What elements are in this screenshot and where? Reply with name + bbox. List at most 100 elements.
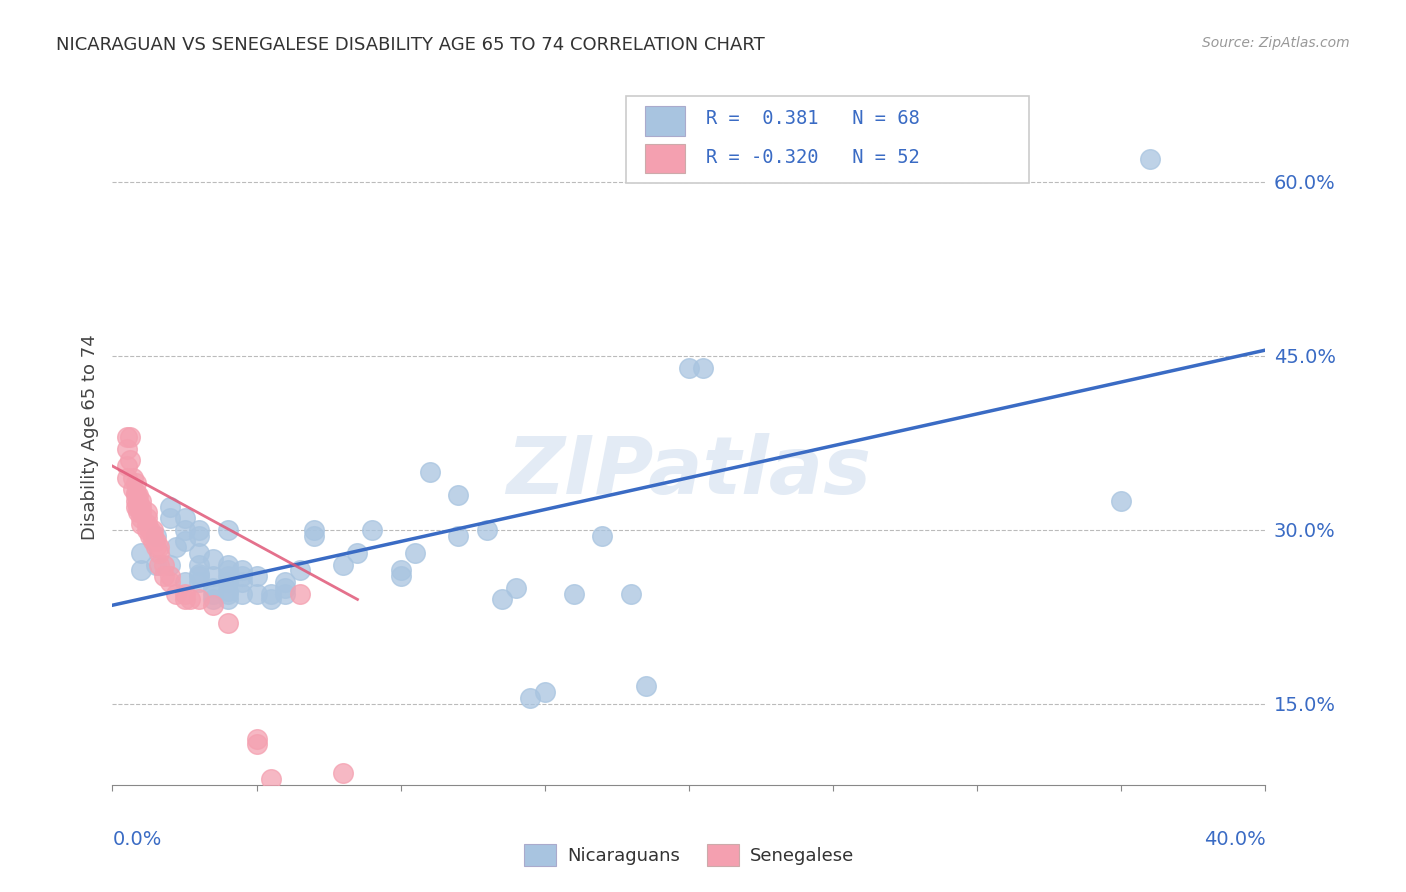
Point [505, 581, 527, 595]
Point [491, 592, 513, 607]
Point [202, 569, 225, 583]
Point [159, 574, 181, 589]
Point [389, 564, 412, 578]
Point [159, 558, 181, 572]
Point [231, 587, 253, 601]
Point [129, 511, 153, 525]
Point [136, 505, 159, 519]
Point [159, 500, 181, 514]
Text: ZIPatlas: ZIPatlas [506, 433, 872, 511]
Point [1111, 493, 1133, 508]
Point [346, 546, 368, 560]
Point [692, 360, 714, 375]
Point [288, 564, 311, 578]
Point [534, 685, 557, 699]
Point [173, 574, 195, 589]
Point [678, 360, 700, 375]
Point [562, 587, 585, 601]
Text: R = -0.320   N = 52: R = -0.320 N = 52 [706, 148, 920, 167]
Point [127, 505, 149, 519]
Point [360, 523, 382, 537]
Point [274, 574, 297, 589]
Point [148, 558, 170, 572]
Point [145, 534, 167, 549]
Point [419, 465, 441, 479]
Bar [645, 106, 686, 136]
Point [304, 523, 326, 537]
Point [148, 541, 170, 555]
Point [202, 581, 225, 595]
Point [288, 587, 311, 601]
Point [246, 737, 269, 751]
Point [202, 598, 225, 612]
Text: R =  0.381   N = 68: R = 0.381 N = 68 [706, 109, 920, 128]
Point [332, 766, 354, 780]
Point [153, 558, 176, 572]
Bar [645, 144, 686, 173]
Point [139, 528, 162, 542]
Point [127, 488, 149, 502]
Point [148, 546, 170, 560]
Point [165, 541, 187, 555]
Point [129, 546, 153, 560]
Text: NICARAGUAN VS SENEGALESE DISABILITY AGE 65 TO 74 CORRELATION CHART: NICARAGUAN VS SENEGALESE DISABILITY AGE … [56, 36, 765, 54]
Point [129, 564, 153, 578]
Point [115, 442, 138, 456]
Point [173, 592, 195, 607]
Point [159, 511, 181, 525]
Text: Source: ZipAtlas.com: Source: ZipAtlas.com [1202, 36, 1350, 50]
Point [217, 564, 239, 578]
Y-axis label: Disability Age 65 to 74: Disability Age 65 to 74 [80, 334, 98, 540]
Point [127, 493, 149, 508]
Point [246, 587, 269, 601]
Text: 40.0%: 40.0% [1204, 830, 1265, 848]
Point [145, 558, 167, 572]
Point [188, 569, 211, 583]
Point [217, 523, 239, 537]
Point [1139, 152, 1161, 166]
Point [217, 615, 239, 630]
Point [260, 587, 283, 601]
Point [136, 523, 159, 537]
Point [115, 471, 138, 485]
Point [202, 592, 225, 607]
Point [129, 500, 153, 514]
Text: 0.0%: 0.0% [112, 830, 162, 848]
Point [217, 592, 239, 607]
Point [124, 500, 146, 514]
Point [173, 587, 195, 601]
Point [188, 566, 211, 581]
Point [231, 564, 253, 578]
Point [231, 574, 253, 589]
Point [173, 523, 195, 537]
Point [139, 523, 162, 537]
Point [142, 534, 165, 549]
Point [129, 516, 153, 531]
Point [136, 511, 159, 525]
Point [475, 523, 499, 537]
Point [274, 581, 297, 595]
Point [179, 592, 201, 607]
Point [173, 511, 195, 525]
Point [447, 488, 470, 502]
Point [447, 528, 470, 542]
Point [115, 458, 138, 473]
Point [217, 569, 239, 583]
Point [159, 569, 181, 583]
Point [145, 528, 167, 542]
Point [202, 551, 225, 566]
Point [202, 587, 225, 601]
Point [124, 488, 146, 502]
Point [136, 516, 159, 531]
Point [188, 523, 211, 537]
Point [145, 541, 167, 555]
Point [404, 546, 426, 560]
Point [129, 493, 153, 508]
Point [142, 523, 165, 537]
Point [188, 592, 211, 607]
Point [246, 569, 269, 583]
Point [389, 569, 412, 583]
Point [124, 493, 146, 508]
Point [304, 528, 326, 542]
Point [142, 528, 165, 542]
